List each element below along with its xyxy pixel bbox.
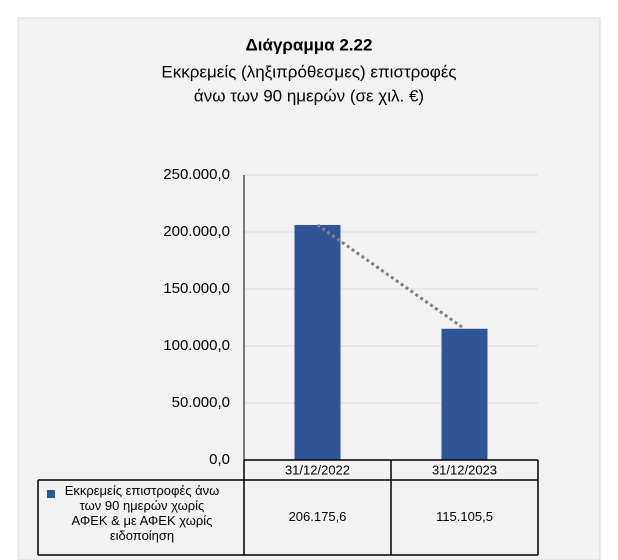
x-tick-label: 31/12/2023 (432, 462, 497, 477)
y-tick-label: 100.000,0 (163, 337, 230, 354)
y-tick-label: 0,0 (209, 451, 230, 468)
value-label: 206.175,6 (289, 509, 347, 524)
y-tick-label: 50.000,0 (172, 394, 230, 411)
value-label: 115.105,5 (436, 509, 493, 524)
y-tick-label: 250.000,0 (163, 166, 230, 183)
bar (441, 328, 488, 460)
chart-subtitle: Εκκρεμείς (ληξιπρόθεσμες) επιστροφές (161, 62, 456, 81)
y-tick-label: 150.000,0 (163, 280, 230, 297)
bar (294, 224, 341, 460)
chart-subtitle: άνω των 90 ημερών (σε χιλ. €) (194, 86, 424, 105)
legend-swatch (47, 490, 55, 498)
legend-label: Εκκρεμείς επιστροφές άνω των 90 ημερών χ… (64, 483, 220, 543)
chart-title: Διάγραμμα 2.22 (246, 35, 373, 54)
x-tick-label: 31/12/2022 (285, 462, 350, 477)
y-tick-label: 200.000,0 (163, 223, 230, 240)
legend-cell: Εκκρεμείς επιστροφές άνω των 90 ημερών χ… (64, 483, 220, 543)
